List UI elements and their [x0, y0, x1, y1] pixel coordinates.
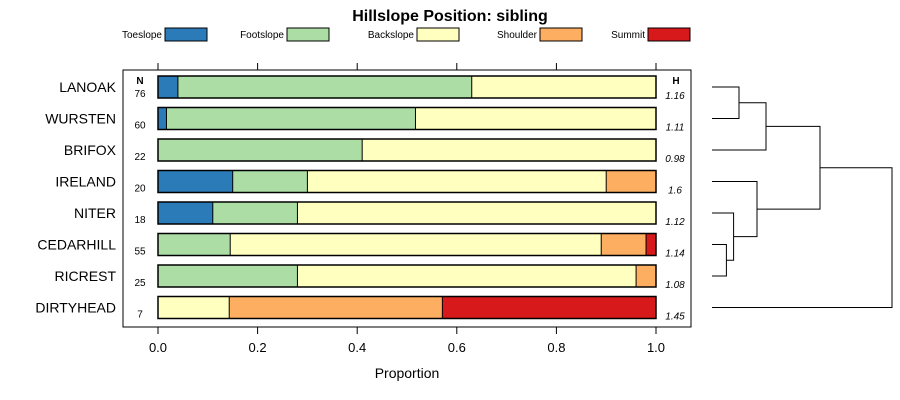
- bar-segment-footslope: [158, 233, 231, 256]
- row-cedarhill: CEDARHILL 55 1.14: [37, 232, 685, 260]
- bar-segment-footslope: [166, 107, 416, 130]
- bar-segment-footslope: [212, 202, 298, 224]
- row-n-value: 25: [134, 278, 146, 289]
- row-label: IRELAND: [55, 174, 116, 190]
- bar-segment-shoulder: [229, 296, 443, 319]
- bar-segment-backslope: [307, 170, 607, 193]
- bar-segment-toeslope: [158, 170, 233, 193]
- legend-label-backslope: Backslope: [368, 30, 415, 41]
- chart-title: Hillslope Position: sibling: [352, 8, 548, 25]
- bar-segment-backslope: [471, 76, 656, 98]
- legend-label-toeslope: Toeslope: [122, 30, 162, 41]
- row-niter: NITER 18 1.12: [74, 201, 685, 228]
- bar-outline: [157, 169, 657, 194]
- bar-segment-backslope: [297, 202, 656, 224]
- row-brifox: BRIFOX 22 0.98: [64, 138, 685, 165]
- row-label: BRIFOX: [64, 142, 117, 158]
- row-lanoak: LANOAK 76 1.16: [59, 75, 685, 102]
- x-tick-label: 0.4: [348, 340, 366, 355]
- n-column-header: N: [136, 76, 143, 87]
- row-n-value: 22: [134, 152, 146, 163]
- bar-outline: [157, 75, 657, 99]
- x-tick-label: 0.2: [249, 340, 267, 355]
- row-n-value: 60: [134, 121, 146, 132]
- row-h-value: 1.16: [665, 91, 685, 102]
- row-n-value: 18: [134, 215, 146, 226]
- bar-outline: [157, 264, 657, 288]
- row-ireland: IRELAND 20 1.6: [55, 169, 682, 197]
- legend-swatch-backslope: [416, 27, 460, 42]
- bar-segment-summit: [646, 233, 656, 256]
- row-label: CEDARHILL: [37, 237, 116, 253]
- x-tick-label: 1.0: [647, 340, 665, 355]
- row-label: NITER: [74, 205, 116, 221]
- row-h-value: 1.11: [666, 123, 685, 134]
- row-label: DIRTYHEAD: [35, 300, 116, 316]
- bar-outline: [157, 138, 657, 162]
- row-n-value: 20: [134, 184, 146, 195]
- bar-segment-backslope: [158, 296, 230, 319]
- bar-rows: LANOAK 76 1.16 WURSTEN 60 1.11 BRIFOX 22 0.98 IRE…: [35, 75, 685, 323]
- bar-segment-footslope: [177, 76, 472, 98]
- legend-label-shoulder: Shoulder: [497, 30, 538, 41]
- bar-segment-toeslope: [158, 107, 167, 130]
- plot-frame: [122, 69, 692, 328]
- legend-swatch-footslope: [286, 27, 330, 42]
- legend-label-summit: Summit: [611, 30, 645, 41]
- row-label: WURSTEN: [45, 111, 116, 127]
- bar-segment-shoulder: [606, 170, 656, 193]
- dendrogram-branch: [712, 244, 727, 277]
- row-dirtyhead: DIRTYHEAD 7 1.45: [35, 295, 685, 323]
- bar-segment-backslope: [297, 265, 637, 287]
- bar-segment-summit: [442, 296, 656, 319]
- x-axis-label: Proportion: [375, 365, 440, 381]
- x-tick-label: 0.6: [448, 340, 466, 355]
- bar-segment-toeslope: [158, 202, 213, 224]
- dendrogram-branch: [712, 212, 735, 261]
- bar-segment-backslope: [415, 107, 656, 130]
- row-h-value: 1.45: [665, 312, 685, 323]
- row-h-value: 0.98: [665, 154, 685, 165]
- bar-segment-footslope: [232, 170, 308, 193]
- row-label: LANOAK: [59, 79, 116, 95]
- legend-swatch-summit: [647, 27, 691, 42]
- dendrogram-branch: [712, 167, 893, 308]
- dendrogram: [712, 86, 893, 308]
- bar-outline: [157, 106, 657, 131]
- bar-segment-footslope: [158, 265, 298, 287]
- bar-outline: [157, 295, 657, 320]
- row-n-value: 7: [137, 310, 143, 321]
- row-h-value: 1.08: [665, 280, 685, 291]
- bar-segment-footslope: [158, 139, 363, 161]
- row-wursten: WURSTEN 60 1.11: [45, 106, 685, 134]
- bar-segment-shoulder: [601, 233, 647, 256]
- row-ricrest: RICREST 25 1.08: [55, 264, 685, 291]
- row-h-value: 1.6: [668, 186, 682, 197]
- legend-label-footslope: Footslope: [240, 30, 284, 41]
- x-axis: 0.0 0.2 0.4 0.6 0.8 1.0: [149, 63, 665, 355]
- row-h-value: 1.12: [665, 217, 685, 228]
- legend: Toeslope Footslope Backslope Shoulder Summit: [122, 27, 691, 42]
- bar-outline: [157, 201, 657, 225]
- x-tick-label: 0.0: [149, 340, 167, 355]
- legend-swatch-toeslope: [164, 27, 208, 42]
- h-column-header: H: [672, 76, 679, 87]
- legend-swatch-shoulder: [539, 27, 583, 42]
- dendrogram-branch: [712, 181, 758, 238]
- row-n-value: 76: [134, 89, 146, 100]
- bar-segment-shoulder: [636, 265, 656, 287]
- bar-segment-backslope: [230, 233, 602, 256]
- row-label: RICREST: [55, 268, 117, 284]
- bar-segment-backslope: [362, 139, 656, 161]
- dendrogram-branch: [712, 86, 740, 119]
- row-h-value: 1.14: [665, 249, 685, 260]
- row-n-value: 55: [134, 247, 146, 258]
- bar-segment-toeslope: [158, 76, 178, 98]
- x-tick-label: 0.8: [547, 340, 565, 355]
- bar-outline: [157, 232, 657, 257]
